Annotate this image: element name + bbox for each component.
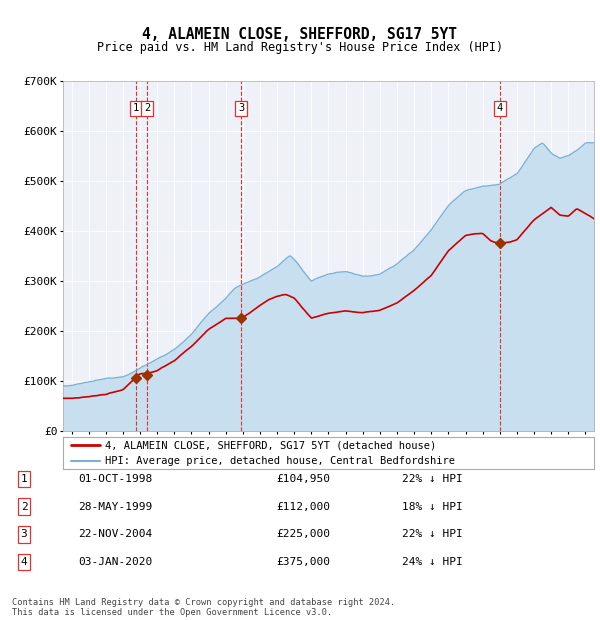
Text: 03-JAN-2020: 03-JAN-2020	[78, 557, 152, 567]
Text: Price paid vs. HM Land Registry's House Price Index (HPI): Price paid vs. HM Land Registry's House …	[97, 41, 503, 53]
Text: 3: 3	[238, 103, 244, 113]
Text: 22% ↓ HPI: 22% ↓ HPI	[402, 474, 463, 484]
Text: 1: 1	[133, 103, 139, 113]
Text: This data is licensed under the Open Government Licence v3.0.: This data is licensed under the Open Gov…	[12, 608, 332, 617]
Text: 2: 2	[20, 502, 28, 512]
Text: 22% ↓ HPI: 22% ↓ HPI	[402, 529, 463, 539]
Text: 24% ↓ HPI: 24% ↓ HPI	[402, 557, 463, 567]
Text: 4: 4	[497, 103, 503, 113]
Text: £104,950: £104,950	[276, 474, 330, 484]
Text: 4, ALAMEIN CLOSE, SHEFFORD, SG17 5YT (detached house): 4, ALAMEIN CLOSE, SHEFFORD, SG17 5YT (de…	[106, 440, 437, 450]
Text: 18% ↓ HPI: 18% ↓ HPI	[402, 502, 463, 512]
Text: 22-NOV-2004: 22-NOV-2004	[78, 529, 152, 539]
Text: 4: 4	[20, 557, 28, 567]
Text: 4, ALAMEIN CLOSE, SHEFFORD, SG17 5YT: 4, ALAMEIN CLOSE, SHEFFORD, SG17 5YT	[143, 27, 458, 42]
Text: 3: 3	[20, 529, 28, 539]
Text: £112,000: £112,000	[276, 502, 330, 512]
Text: Contains HM Land Registry data © Crown copyright and database right 2024.: Contains HM Land Registry data © Crown c…	[12, 598, 395, 607]
Text: 2: 2	[144, 103, 150, 113]
Text: HPI: Average price, detached house, Central Bedfordshire: HPI: Average price, detached house, Cent…	[106, 456, 455, 466]
Text: 01-OCT-1998: 01-OCT-1998	[78, 474, 152, 484]
Text: 28-MAY-1999: 28-MAY-1999	[78, 502, 152, 512]
Text: £225,000: £225,000	[276, 529, 330, 539]
Text: 1: 1	[20, 474, 28, 484]
Text: £375,000: £375,000	[276, 557, 330, 567]
